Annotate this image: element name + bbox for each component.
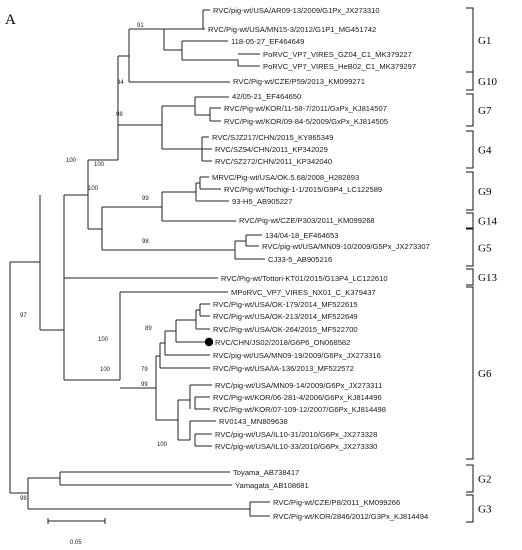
leaf-label: RVC/Pig-wt/KOR/2846/2012/G3Px_KJ814494 bbox=[273, 512, 428, 521]
genotype-bracket bbox=[466, 464, 474, 493]
leaf-label: Toyama_AB738417 bbox=[233, 468, 299, 477]
bootstrap-label: 99 bbox=[141, 382, 148, 388]
genotype-bracket bbox=[466, 286, 474, 460]
highlight-dot-icon bbox=[204, 337, 214, 347]
leaf-label: RVC/pig-wt/USA/MN09-10/2009/G5Px_JX27330… bbox=[262, 242, 430, 251]
leaf-label: RVC/Pig-wt/CZE/P303/2011_KM099268 bbox=[239, 216, 375, 225]
bootstrap-label: 98 bbox=[20, 496, 27, 502]
leaf-label: MPoRVC_VP7_VIRES_NX01_C_K379437 bbox=[231, 288, 376, 297]
bootstrap-label: 99 bbox=[142, 196, 149, 202]
leaf-label: 134/04-18_EF464653 bbox=[265, 231, 338, 240]
leaf-label: RVC/Pig-wt/KOR/07-109-12/2007/G6Px_KJ814… bbox=[213, 405, 386, 414]
bootstrap-label: 100 bbox=[88, 186, 99, 192]
genotype-bracket bbox=[466, 212, 474, 229]
leaf-label: RV0143_MN809638 bbox=[219, 417, 288, 426]
leaf-label: MRVC/Pig-wt/USA/OK.5.68/2008_H282893 bbox=[212, 173, 359, 182]
genotype-label: G10 bbox=[478, 76, 497, 88]
leaf-label: RVC/Pig-wt/USA/OK-264/2015_MF522700 bbox=[213, 325, 358, 334]
bootstrap-label: 100 bbox=[66, 158, 77, 164]
bootstrap-label: 100 bbox=[157, 442, 168, 448]
leaf-label: RVC/Pig-wt/KOR/06-281-4/2006/G6Px_KJ8144… bbox=[213, 393, 382, 402]
genotype-bracket bbox=[466, 130, 474, 169]
genotype-label: G2 bbox=[478, 474, 491, 486]
genotype-label: G9 bbox=[478, 186, 492, 198]
leaf-label: RVC/Pig-wt/CZE/P59/2013_KM099271 bbox=[233, 77, 365, 86]
bootstrap-label: 98 bbox=[116, 112, 123, 118]
genotype-bracket bbox=[466, 93, 474, 127]
leaf-label: RVC/SZ94/CHN/2011_KP342029 bbox=[215, 145, 328, 154]
leaf-label: RVC/Pig-wt/KOR/11-58-7/2011/GxPx_KJ81450… bbox=[224, 104, 387, 113]
leaf-label: Yamagata_AB108681 bbox=[235, 481, 309, 490]
leaf-label: CJ33-5_AB905216 bbox=[268, 255, 332, 264]
bootstrap-label: 94 bbox=[117, 80, 124, 86]
scale-bar-label: 0.05 bbox=[70, 540, 82, 546]
bootstrap-label: 98 bbox=[142, 239, 149, 245]
leaf-labels: RVC/pig-wt/USA/AR09-13/2009/G1Px_JX27331… bbox=[204, 6, 430, 521]
leaf-label: PoRVC_VP7_VIRES_GZ04_C1_MK379227 bbox=[263, 50, 412, 59]
bootstrap-labels: 91 94 98 100 100 99 98 100 97 100 89 100 79 99 100 98 bbox=[20, 23, 168, 502]
bootstrap-label: 97 bbox=[20, 313, 27, 319]
leaf-label: RVC/pig-wt/USA/IL10-33/2010/G6Px_JX27333… bbox=[215, 442, 377, 451]
genotype-label: G7 bbox=[478, 105, 492, 117]
genotype-bracket bbox=[466, 228, 474, 267]
leaf-label: RVC/Pig-wt/USA/IA-136/2013_MF522572 bbox=[213, 364, 354, 373]
genotype-brackets: G1 G10 G7 G4 G9 G14 G5 G13 G6 G2 G3 bbox=[466, 7, 497, 523]
genotype-bracket bbox=[466, 494, 474, 523]
genotype-label: G6 bbox=[478, 368, 492, 380]
leaf-label: RVC/pig-wt/USA/MN09-14/2009/G6Px_JX27331… bbox=[215, 381, 382, 390]
leaf-label: RVC/pig-wt/USA/IL10-31/2010/G6Px_JX27332… bbox=[215, 430, 377, 439]
genotype-label: G13 bbox=[478, 272, 497, 284]
leaf-label: RVC/pig-wt/USA/MN09-19/2009/G6Px_JX27331… bbox=[213, 351, 381, 360]
genotype-bracket bbox=[466, 7, 474, 73]
bootstrap-label: 100 bbox=[98, 337, 109, 343]
leaf-label: 118-05-27_EF464649 bbox=[231, 37, 304, 46]
leaf-label: RVC/Pig-wt/USA/OK-179/2014_MF522615 bbox=[213, 300, 358, 309]
bootstrap-label: 89 bbox=[145, 326, 152, 332]
genotype-label: G3 bbox=[478, 504, 492, 516]
genotype-bracket bbox=[466, 71, 474, 91]
genotype-label: G4 bbox=[478, 145, 492, 157]
bootstrap-label: 91 bbox=[137, 23, 144, 29]
leaf-label: RVC/pig-wt/USA/AR09-13/2009/G1Px_JX27331… bbox=[213, 6, 380, 15]
scale-bar: 0.05 bbox=[47, 518, 106, 546]
leaf-label: 93-H5_AB905227 bbox=[232, 197, 292, 206]
leaf-label: PoRVC_VP7_VIRES_HeB02_C1_MK379297 bbox=[263, 62, 416, 71]
tree-branches bbox=[9, 9, 270, 517]
leaf-label: RVC/Pig-wt/CZE/P8/2011_KM099266 bbox=[273, 498, 400, 507]
genotype-bracket bbox=[466, 171, 474, 211]
leaf-label: RVC/Pig-wt/USA/OK-213/2014_MF522649 bbox=[213, 312, 358, 321]
genotype-label: G14 bbox=[478, 216, 497, 228]
bootstrap-label: 79 bbox=[141, 367, 148, 373]
genotype-label: G1 bbox=[478, 35, 491, 47]
genotype-bracket bbox=[466, 268, 474, 286]
leaf-label: RVC/Pig-wt/Tochigi-1-1/2015/G9P4_LC12258… bbox=[224, 185, 382, 194]
genotype-label: G5 bbox=[478, 243, 492, 255]
leaf-label: RVC/CHN/JS02/2018/G6P6_ON068582 bbox=[215, 338, 350, 347]
panel-label: A bbox=[5, 12, 16, 28]
bootstrap-label: 100 bbox=[100, 367, 111, 373]
bootstrap-label: 100 bbox=[94, 162, 105, 168]
leaf-label: RVC/SZ272/CHN/2011_KP342040 bbox=[215, 157, 332, 166]
leaf-label: RVC/SJZ217/CHN/2015_KY865349 bbox=[212, 133, 333, 142]
leaf-label: RVC/Pig-wt/KOR/09-84-5/2009/GxPx_KJ81450… bbox=[224, 117, 388, 126]
leaf-label: RVC/Pig-wt/USA/MN15-3/2012/G1P1_MG451742 bbox=[208, 25, 376, 34]
leaf-label: RVC/Pig-wt/Tottori-KT01/2015/G13P4_LC122… bbox=[221, 274, 388, 283]
leaf-label: 42/05-21_EF464650 bbox=[232, 92, 301, 101]
